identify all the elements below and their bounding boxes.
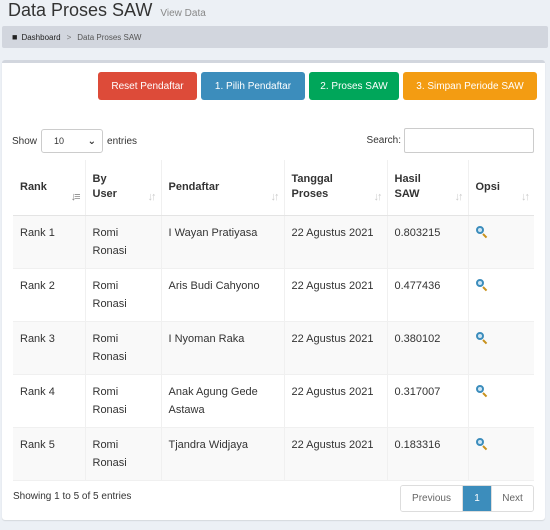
search-label: Search: bbox=[366, 135, 401, 146]
breadcrumb-home-link[interactable]: ■ Dashboard bbox=[12, 32, 61, 42]
table-row: Rank 4 Romi Ronasi Anak Agung Gede Astaw… bbox=[13, 374, 534, 428]
content-box: Reset Pendaftar 1. Pilih Pendaftar 2. Pr… bbox=[2, 60, 545, 520]
search-detail-icon[interactable] bbox=[475, 437, 488, 450]
cell-user: Romi Ronasi bbox=[85, 374, 162, 428]
cell-user: Romi Ronasi bbox=[85, 215, 162, 269]
next-page-button[interactable]: Next bbox=[491, 486, 533, 511]
pilih-pendaftar-button[interactable]: 1. Pilih Pendaftar bbox=[201, 72, 305, 100]
pagination: Previous 1 Next bbox=[400, 485, 534, 512]
page-title: Data Proses SAW bbox=[8, 0, 153, 20]
cell-tanggal: 22 Agustus 2021 bbox=[284, 321, 388, 375]
table-row: Rank 1 Romi Ronasi I Wayan Pratiyasa 22 … bbox=[13, 215, 534, 269]
sort-icon: ↓↑ bbox=[521, 190, 530, 203]
column-header-label: By User bbox=[92, 173, 117, 201]
previous-page-button[interactable]: Previous bbox=[401, 486, 463, 511]
cell-opsi bbox=[468, 321, 534, 375]
cell-tanggal: 22 Agustus 2021 bbox=[284, 268, 388, 322]
cell-opsi bbox=[468, 268, 534, 322]
column-header-label: Tanggal Proses bbox=[291, 173, 333, 201]
breadcrumb-home-label: Dashboard bbox=[21, 32, 61, 42]
breadcrumb-separator: > bbox=[66, 32, 72, 42]
search-control: Search: bbox=[367, 128, 534, 153]
cell-pendaftar: Anak Agung Gede Astawa bbox=[161, 374, 285, 428]
action-toolbar: Reset Pendaftar 1. Pilih Pendaftar 2. Pr… bbox=[98, 72, 537, 100]
cell-user: Romi Ronasi bbox=[85, 268, 162, 322]
cell-opsi bbox=[468, 374, 534, 428]
breadcrumb: ■ Dashboard > Data Proses SAW bbox=[2, 26, 548, 48]
entries-label: entries bbox=[107, 135, 138, 147]
cell-rank: Rank 5 bbox=[13, 427, 86, 481]
cell-hasil: 0.380102 bbox=[387, 321, 469, 375]
search-detail-icon[interactable] bbox=[475, 225, 488, 238]
column-header-label: Rank bbox=[20, 180, 47, 193]
table-info: Showing 1 to 5 of 5 entries bbox=[13, 491, 132, 502]
show-label: Show bbox=[12, 135, 38, 147]
cell-hasil: 0.317007 bbox=[387, 374, 469, 428]
table-row: Rank 3 Romi Ronasi I Nyoman Raka 22 Agus… bbox=[13, 321, 534, 375]
cell-hasil: 0.803215 bbox=[387, 215, 469, 269]
cell-pendaftar: Tjandra Widjaya bbox=[161, 427, 285, 481]
cell-user: Romi Ronasi bbox=[85, 321, 162, 375]
search-detail-icon[interactable] bbox=[475, 331, 488, 344]
data-table: Rank ↓≡ By User ↓↑ Pendaftar ↓↑ Tanggal Pro… bbox=[13, 160, 534, 481]
reset-pendaftar-button[interactable]: Reset Pendaftar bbox=[98, 72, 197, 100]
column-header-pendaftar[interactable]: Pendaftar ↓↑ bbox=[161, 160, 285, 216]
column-header-label: Opsi bbox=[475, 180, 500, 193]
column-header-tanggal[interactable]: Tanggal Proses ↓↑ bbox=[284, 160, 388, 216]
cell-tanggal: 22 Agustus 2021 bbox=[284, 427, 388, 481]
entries-select[interactable]: 10 ⌄ bbox=[41, 129, 104, 153]
cell-rank: Rank 3 bbox=[13, 321, 86, 375]
cell-rank: Rank 4 bbox=[13, 374, 86, 428]
column-header-opsi[interactable]: Opsi ↓↑ bbox=[468, 160, 534, 216]
cell-user: Romi Ronasi bbox=[85, 427, 162, 481]
cell-rank: Rank 2 bbox=[13, 268, 86, 322]
cell-hasil: 0.477436 bbox=[387, 268, 469, 322]
cell-rank: Rank 1 bbox=[13, 215, 86, 269]
sort-icon: ↓↑ bbox=[270, 190, 280, 203]
simpan-periode-button[interactable]: 3. Simpan Periode SAW bbox=[403, 72, 537, 100]
entries-select-value: 10 bbox=[54, 136, 65, 146]
search-input[interactable] bbox=[404, 128, 534, 153]
page-1-button[interactable]: 1 bbox=[463, 486, 491, 511]
proses-saw-button[interactable]: 2. Proses SAW bbox=[309, 72, 399, 100]
cell-tanggal: 22 Agustus 2021 bbox=[284, 215, 388, 269]
dashboard-icon: ■ bbox=[12, 32, 18, 42]
cell-hasil: 0.183316 bbox=[387, 427, 469, 481]
cell-pendaftar: I Wayan Pratiyasa bbox=[161, 215, 285, 269]
column-header-by-user[interactable]: By User ↓↑ bbox=[85, 160, 162, 216]
table-header-row: Rank ↓≡ By User ↓↑ Pendaftar ↓↑ Tanggal Pro… bbox=[13, 160, 534, 216]
page-subtitle: View Data bbox=[160, 8, 206, 19]
cell-pendaftar: I Nyoman Raka bbox=[161, 321, 285, 375]
chevron-down-icon: ⌄ bbox=[87, 135, 97, 147]
cell-opsi bbox=[468, 427, 534, 481]
column-header-hasil[interactable]: Hasil SAW ↓↑ bbox=[387, 160, 469, 216]
breadcrumb-current: Data Proses SAW bbox=[77, 32, 142, 42]
sort-icon: ↓↑ bbox=[147, 190, 157, 203]
column-header-rank[interactable]: Rank ↓≡ bbox=[13, 160, 86, 216]
table-row: Rank 2 Romi Ronasi Aris Budi Cahyono 22 … bbox=[13, 268, 534, 322]
search-detail-icon[interactable] bbox=[475, 278, 488, 291]
search-detail-icon[interactable] bbox=[475, 384, 488, 397]
column-header-label: Pendaftar bbox=[168, 180, 220, 193]
sort-icon: ↓↑ bbox=[373, 190, 383, 203]
sort-asc-icon: ↓≡ bbox=[70, 190, 81, 203]
table-row: Rank 5 Romi Ronasi Tjandra Widjaya 22 Ag… bbox=[13, 427, 534, 481]
page-header: Data Proses SAW View Data bbox=[8, 0, 206, 24]
entries-length-control: Show 10 ⌄ entries bbox=[12, 129, 137, 153]
cell-opsi bbox=[468, 215, 534, 269]
cell-pendaftar: Aris Budi Cahyono bbox=[161, 268, 285, 322]
column-header-label: Hasil SAW bbox=[394, 173, 421, 201]
sort-icon: ↓↑ bbox=[454, 190, 464, 203]
cell-tanggal: 22 Agustus 2021 bbox=[284, 374, 388, 428]
